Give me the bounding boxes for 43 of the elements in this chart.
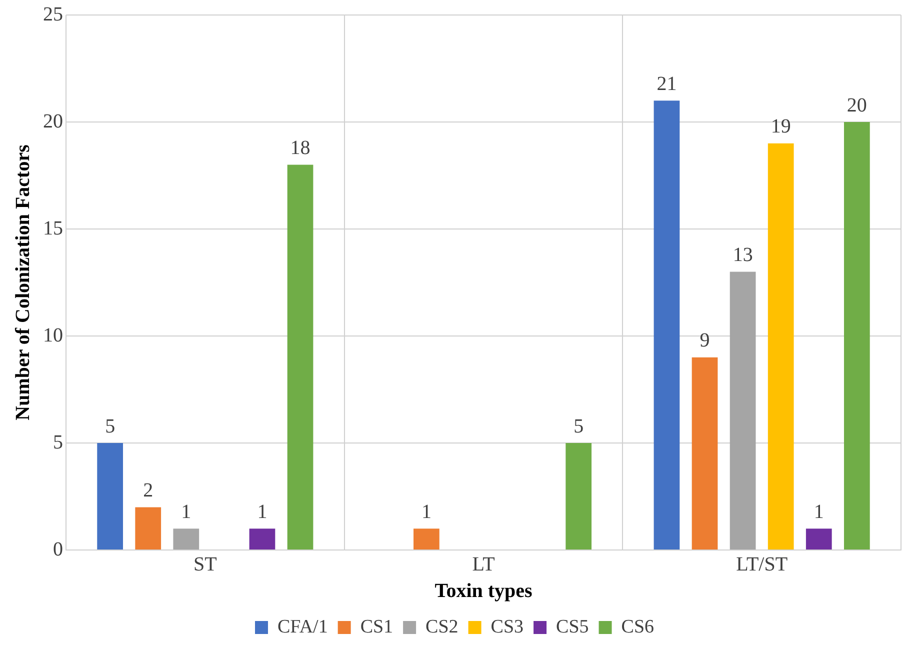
bar — [730, 272, 756, 550]
bar — [844, 122, 870, 550]
data-label: 18 — [290, 137, 310, 160]
y-tick-label: 0 — [53, 538, 63, 560]
bar — [768, 143, 794, 550]
y-tick-label: 25 — [43, 3, 63, 26]
legend-label: CS5 — [556, 616, 589, 638]
data-label: 21 — [656, 72, 677, 95]
bar — [806, 528, 832, 550]
legend-label: CS3 — [490, 616, 524, 638]
x-axis-title: Toxin types — [434, 580, 533, 602]
bar — [173, 528, 200, 550]
y-tick-label: 5 — [53, 431, 63, 454]
y-tick-label: 20 — [43, 110, 63, 132]
data-label: 1 — [814, 500, 824, 523]
data-label: 1 — [181, 500, 192, 523]
data-label: 5 — [105, 415, 116, 438]
bar — [414, 528, 440, 550]
data-label: 1 — [421, 500, 432, 523]
x-tick-label: LT — [472, 553, 495, 576]
data-label: 5 — [574, 415, 584, 438]
bar — [249, 528, 276, 550]
bar — [654, 100, 680, 550]
y-tick-label: 10 — [43, 324, 63, 346]
bar — [287, 164, 314, 550]
y-axis-title: Number of Colonization Factors — [12, 144, 34, 420]
data-label: 13 — [732, 244, 753, 266]
x-tick-label: ST — [193, 553, 217, 576]
data-label: 1 — [257, 500, 268, 523]
data-label: 20 — [846, 94, 867, 116]
y-tick-label: 15 — [43, 217, 63, 240]
data-label: 9 — [700, 330, 710, 352]
data-label: 19 — [770, 116, 791, 138]
bar — [692, 357, 718, 550]
x-tick-label: LT/ST — [736, 553, 788, 576]
legend-label: CFA/1 — [277, 616, 328, 638]
legend-label: CS1 — [360, 616, 394, 638]
bar — [135, 507, 162, 550]
data-label: 2 — [143, 479, 154, 502]
legend-label: CS2 — [426, 616, 458, 638]
bar — [97, 443, 124, 550]
legend-label: CS6 — [621, 616, 654, 638]
bar — [566, 443, 592, 550]
